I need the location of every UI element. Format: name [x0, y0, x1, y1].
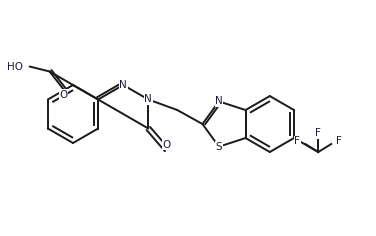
- Text: N: N: [215, 96, 223, 106]
- Text: O: O: [162, 140, 171, 150]
- Text: F: F: [315, 128, 321, 138]
- Text: N: N: [144, 94, 152, 105]
- Text: N: N: [119, 80, 127, 90]
- Text: HO: HO: [7, 62, 23, 72]
- Text: O: O: [59, 89, 68, 100]
- Text: F: F: [336, 136, 342, 146]
- Text: S: S: [215, 142, 222, 152]
- Text: F: F: [294, 136, 300, 146]
